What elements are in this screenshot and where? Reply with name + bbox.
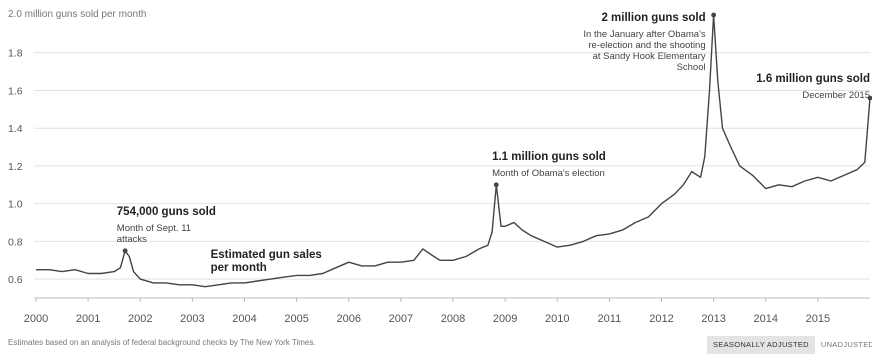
annotation-text: Month of Obama's election [492, 168, 605, 179]
x-tick-label: 2014 [754, 313, 778, 325]
gun-sales-chart: 0.6 0.8 1.0 1.2 1.4 1.6 1.8 2.0 million guns s… [8, 9, 872, 325]
y-tick-label: 1.8 [8, 48, 23, 60]
y-tick-label: 0.6 [8, 274, 23, 286]
y-tick-label: 1.0 [8, 199, 23, 211]
annotation-marker [122, 248, 128, 254]
source-note: Estimates based on an analysis of federa… [8, 338, 316, 347]
annotation-marker [867, 95, 872, 101]
y-tick-label: 1.2 [8, 161, 23, 173]
x-tick-label: 2007 [389, 313, 413, 325]
annotation-title: Estimated gun sales [211, 249, 322, 261]
unit-label: 2.0 million guns sold per month [8, 9, 146, 20]
annotation-text: Month of Sept. 11 [117, 223, 191, 234]
y-tick-label: 0.8 [8, 236, 23, 248]
x-tick-label: 2008 [441, 313, 465, 325]
annotation-text: School [677, 62, 706, 73]
x-tick-label: 2011 [598, 313, 622, 325]
annotation-text: re-election and the shooting [588, 40, 705, 51]
annotations-layer: 754,000 guns sold Month of Sept. 11attack… [117, 12, 872, 274]
y-axis-ticks: 0.6 0.8 1.0 1.2 1.4 1.6 1.8 [8, 48, 23, 286]
unadjusted-button[interactable]: UNADJUSTED [814, 336, 872, 354]
annotation-text: attacks [117, 234, 147, 245]
x-tick-label: 2012 [649, 313, 673, 325]
x-tick-label: 2001 [76, 313, 100, 325]
x-tick-label: 2003 [180, 313, 204, 325]
annotation-title: 1.1 million guns sold [492, 151, 606, 163]
x-tick-label: 2005 [284, 313, 308, 325]
annotation-text: In the January after Obama's [583, 29, 705, 40]
x-axis: 2000 2001 2002 2003 2004 2005 2006 2007 2008 2009… [24, 297, 870, 325]
grid [34, 52, 870, 280]
x-tick-label: 2000 [24, 313, 48, 325]
annotation-marker [711, 12, 717, 18]
x-tick-label: 2002 [128, 313, 152, 325]
annotation-title: 754,000 guns sold [117, 206, 216, 218]
x-tick-label: 2013 [701, 313, 725, 325]
annotation-title: 2 million guns sold [601, 12, 705, 24]
annotation-title: 1.6 million guns sold [756, 73, 870, 85]
x-tick-label: 2009 [493, 313, 517, 325]
x-tick-label: 2006 [337, 313, 361, 325]
annotation-text: at Sandy Hook Elementary [593, 51, 706, 62]
x-tick-label: 2010 [545, 313, 569, 325]
y-tick-label: 1.4 [8, 123, 23, 135]
x-tick-label: 2004 [232, 313, 256, 325]
annotation-text: December 2015 [802, 90, 870, 101]
annotation-title: per month [211, 262, 267, 274]
seasonally-adjusted-button[interactable]: SEASONALLY ADJUSTED [707, 336, 815, 354]
series-line [36, 14, 871, 288]
series-layer [36, 14, 871, 288]
y-tick-label: 1.6 [8, 85, 23, 97]
adjustment-toggle: SEASONALLY ADJUSTED UNADJUSTED [707, 336, 872, 354]
x-tick-label: 2015 [806, 313, 830, 325]
annotation-marker [493, 182, 499, 188]
